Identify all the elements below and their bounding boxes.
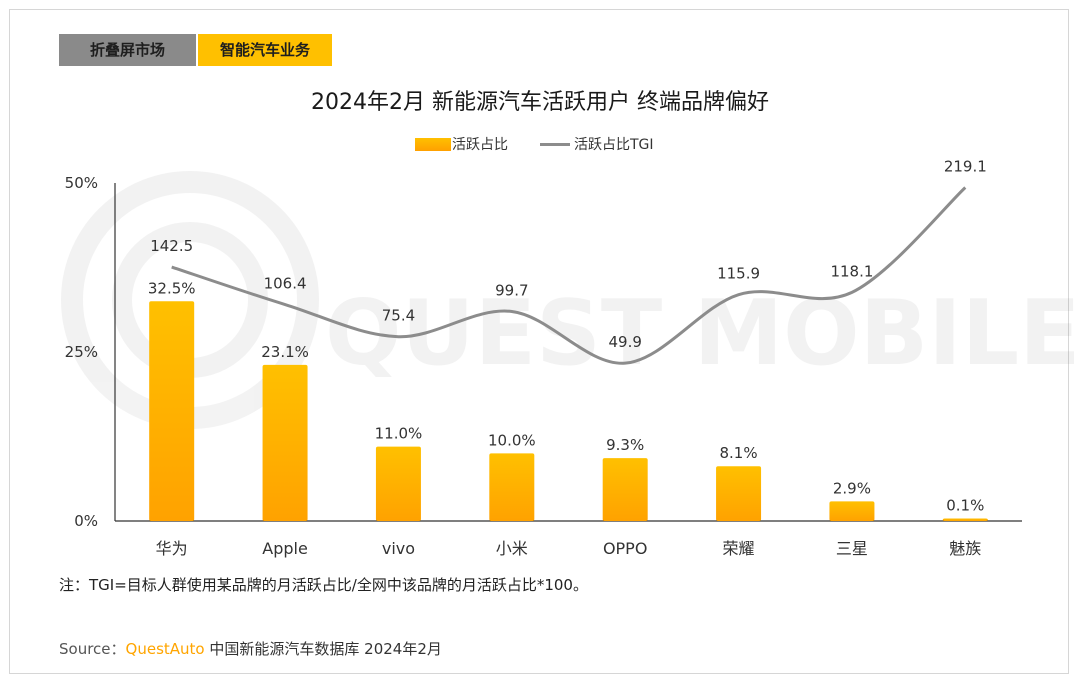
chart-legend: 活跃占比 活跃占比TGI (0, 134, 1080, 154)
y-tick-label: 25% (65, 343, 98, 361)
tgi-value-label: 118.1 (830, 262, 873, 280)
bar-value-label: 0.1% (946, 497, 984, 515)
bar (262, 364, 308, 521)
source-brand[interactable]: QuestAuto (125, 640, 205, 658)
x-category-label: 华为 (156, 539, 188, 558)
legend-bar-label: 活跃占比 (452, 137, 508, 153)
bar-value-label: 2.9% (833, 479, 871, 497)
bar (716, 466, 762, 521)
tgi-value-label: 219.1 (944, 157, 987, 175)
tgi-value-label: 49.9 (608, 333, 641, 351)
x-category-label: 魅族 (949, 539, 981, 558)
watermark-text: QUEST MOBILE (325, 281, 1080, 386)
legend-line-label: 活跃占比TGI (574, 137, 654, 153)
tgi-value-label: 75.4 (382, 307, 415, 325)
source-line: Source：QuestAuto 中国新能源汽车数据库 2024年2月 (59, 638, 442, 659)
tgi-line (171, 186, 967, 365)
tgi-value-label: 99.7 (495, 281, 528, 299)
x-category-label: vivo (382, 539, 415, 558)
tgi-value-label: 142.5 (150, 237, 193, 255)
bar-value-label: 23.1% (261, 343, 309, 361)
watermark: QUEST MOBILE (61, 171, 1080, 429)
legend-line-swatch (540, 143, 570, 146)
x-category-label: 荣耀 (723, 539, 755, 558)
tab-smart-car-business[interactable]: 智能汽车业务 (198, 34, 332, 66)
bar (829, 501, 875, 521)
bar (149, 301, 195, 521)
chart-title: 2024年2月 新能源汽车活跃用户 终端品牌偏好 (311, 90, 769, 115)
tgi-value-label: 115.9 (717, 265, 760, 283)
bar-value-label: 32.5% (148, 279, 196, 297)
y-tick-label: 0% (74, 512, 98, 530)
bar-value-label: 9.3% (606, 436, 644, 454)
legend-bar-swatch (415, 138, 451, 151)
bar (375, 446, 421, 521)
x-category-label: Apple (262, 539, 308, 558)
y-tick-label: 50% (65, 174, 98, 192)
bar (602, 458, 648, 521)
x-category-label: OPPO (603, 539, 647, 558)
source-label: Source： (59, 640, 126, 658)
bar (489, 453, 535, 521)
source-text: 中国新能源汽车数据库 2024年2月 (209, 640, 442, 658)
x-category-label: 三星 (836, 539, 868, 558)
bar-value-label: 8.1% (720, 444, 758, 462)
tgi-value-label: 106.4 (264, 275, 307, 293)
x-category-label: 小米 (496, 539, 528, 558)
bar-value-label: 11.0% (375, 425, 423, 443)
tab-foldable-market[interactable]: 折叠屏市场 (59, 34, 196, 66)
bar-value-label: 10.0% (488, 431, 536, 449)
footnote: 注：TGI=目标人群使用某品牌的月活跃占比/全网中该品牌的月活跃占比*100。 (59, 576, 588, 594)
bar (942, 518, 988, 521)
